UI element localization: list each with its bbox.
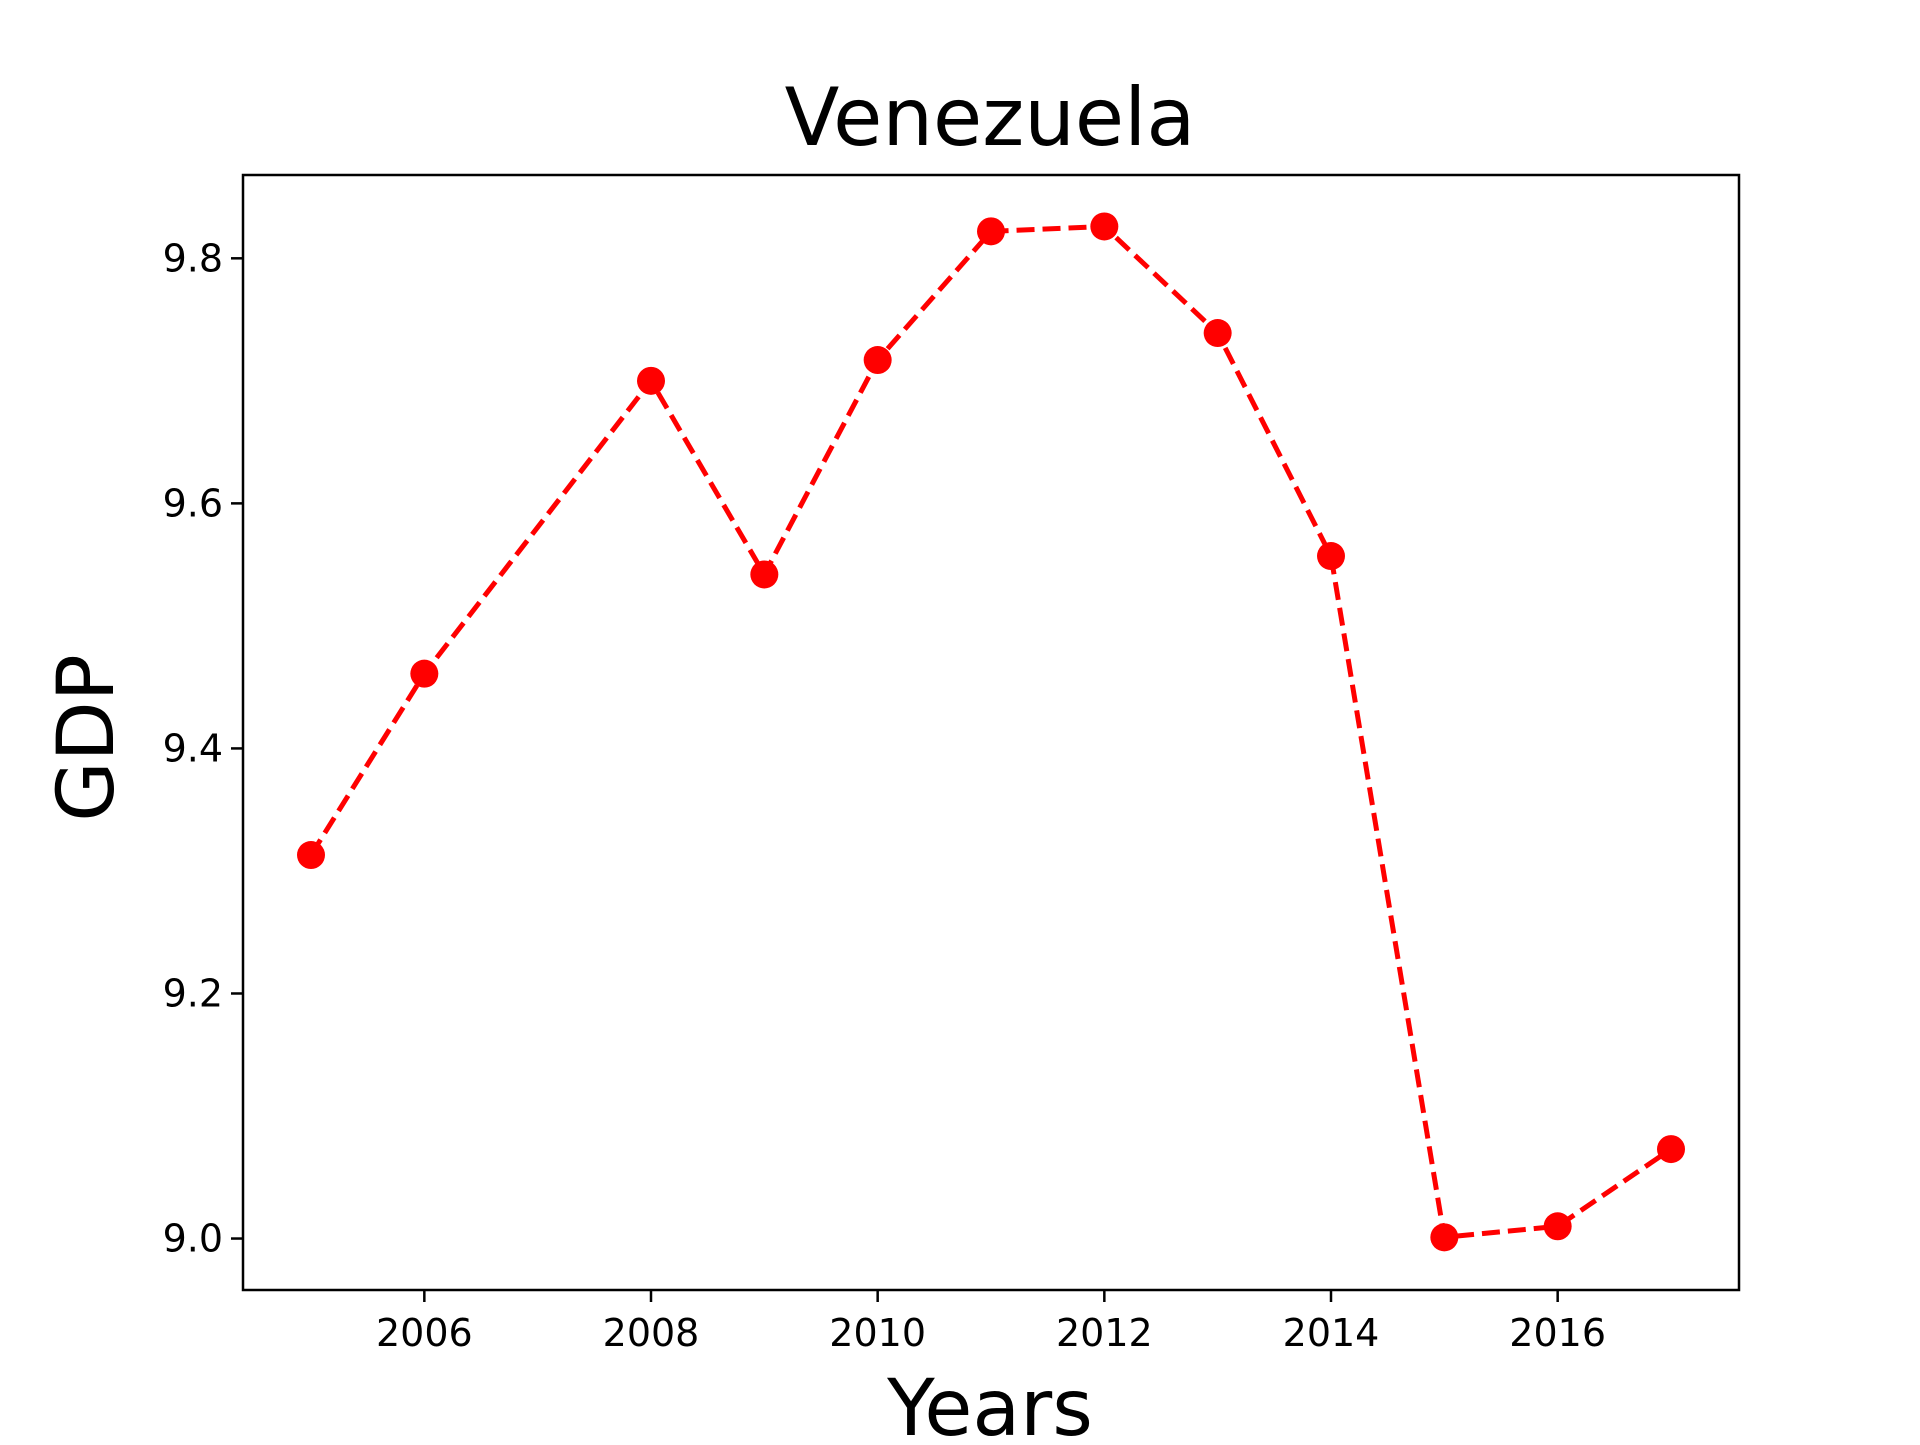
data-point [1430, 1223, 1459, 1252]
plot-area-frame [241, 173, 1741, 1292]
y-tick-label: 9.4 [163, 726, 223, 770]
y-tick-label: 9.6 [163, 481, 223, 525]
y-tick-label: 9.2 [163, 971, 223, 1015]
data-point [410, 659, 439, 688]
data-point [637, 366, 665, 395]
series-layer [297, 212, 1685, 1252]
x-tick-label: 2010 [829, 1311, 926, 1355]
data-point [1657, 1135, 1685, 1164]
chart-title: Venezuela [785, 71, 1196, 164]
data-point [1317, 542, 1345, 571]
data-point [1543, 1212, 1572, 1241]
data-point [750, 560, 779, 589]
y-tick-label: 9.0 [163, 1217, 223, 1261]
y-axis-label: GDP [42, 654, 132, 822]
data-point [1203, 319, 1232, 348]
data-point [977, 217, 1005, 246]
y-tick-label: 9.8 [163, 236, 223, 280]
data-point [863, 346, 892, 375]
x-tick-label: 2016 [1509, 1311, 1606, 1355]
y-axis-ticks: 9.0 9.2 9.4 9.6 9.8 [163, 236, 243, 1261]
x-tick-label: 2006 [376, 1311, 473, 1355]
data-point [297, 841, 325, 870]
series-line [308, 224, 1673, 1240]
x-axis-ticks: 2006 2008 2010 2012 2014 2016 [376, 1290, 1606, 1355]
x-tick-label: 2008 [603, 1311, 700, 1355]
x-axis-label: Years [886, 1364, 1093, 1440]
data-point [1090, 212, 1119, 241]
x-tick-label: 2014 [1283, 1311, 1380, 1355]
x-tick-label: 2012 [1056, 1311, 1153, 1355]
